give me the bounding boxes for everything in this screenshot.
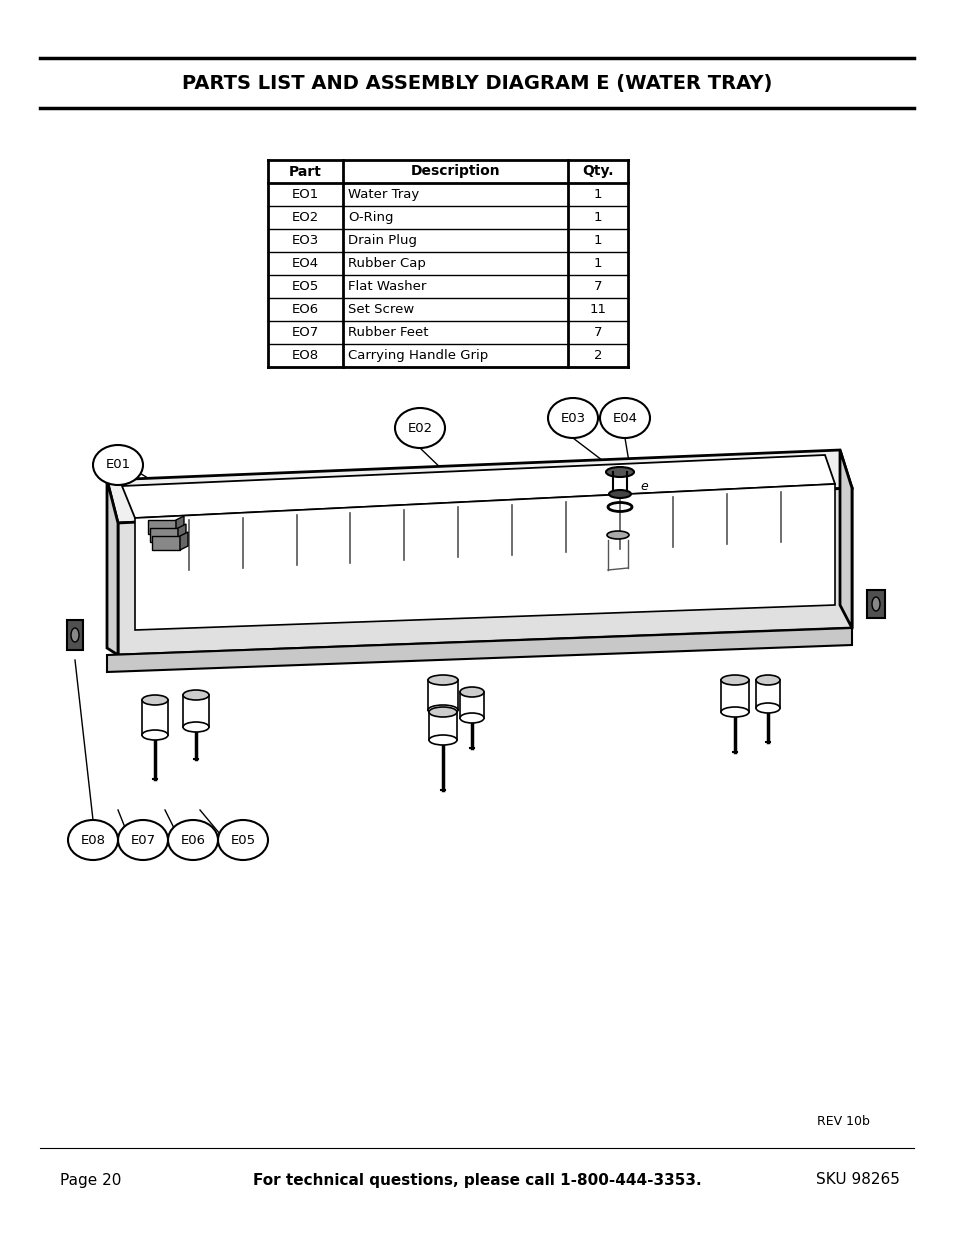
Ellipse shape xyxy=(92,445,143,485)
Ellipse shape xyxy=(459,713,483,722)
Polygon shape xyxy=(122,454,834,517)
Ellipse shape xyxy=(118,820,168,860)
Text: EO4: EO4 xyxy=(292,257,318,270)
Ellipse shape xyxy=(429,735,456,745)
Text: Carrying Handle Grip: Carrying Handle Grip xyxy=(348,350,488,362)
Ellipse shape xyxy=(606,531,628,538)
Text: EO7: EO7 xyxy=(292,326,319,338)
Text: EO3: EO3 xyxy=(292,233,319,247)
Polygon shape xyxy=(107,629,851,672)
Ellipse shape xyxy=(168,820,218,860)
Text: Qty.: Qty. xyxy=(581,164,613,179)
Text: E08: E08 xyxy=(80,834,106,846)
Text: Rubber Cap: Rubber Cap xyxy=(348,257,425,270)
Text: 1: 1 xyxy=(593,188,601,201)
Text: 1: 1 xyxy=(593,233,601,247)
Text: Flat Washer: Flat Washer xyxy=(348,280,426,293)
Ellipse shape xyxy=(68,820,118,860)
Text: SKU 98265: SKU 98265 xyxy=(815,1172,899,1188)
Ellipse shape xyxy=(395,408,444,448)
Text: 1: 1 xyxy=(593,257,601,270)
Ellipse shape xyxy=(218,820,268,860)
Polygon shape xyxy=(107,480,118,655)
Polygon shape xyxy=(180,532,188,550)
Ellipse shape xyxy=(720,676,748,685)
Polygon shape xyxy=(148,520,175,534)
Text: 1: 1 xyxy=(593,211,601,224)
Text: E02: E02 xyxy=(407,421,432,435)
Ellipse shape xyxy=(142,695,168,705)
Ellipse shape xyxy=(755,703,780,713)
Text: 2: 2 xyxy=(593,350,601,362)
Text: Part: Part xyxy=(289,164,321,179)
Text: REV 10b: REV 10b xyxy=(817,1115,869,1128)
Text: EO5: EO5 xyxy=(292,280,319,293)
Text: E07: E07 xyxy=(131,834,155,846)
Text: EO8: EO8 xyxy=(292,350,318,362)
Polygon shape xyxy=(67,620,83,650)
Polygon shape xyxy=(866,590,884,618)
Text: EO2: EO2 xyxy=(292,211,319,224)
Polygon shape xyxy=(175,516,184,534)
Text: E01: E01 xyxy=(106,458,131,472)
Text: Description: Description xyxy=(410,164,499,179)
Ellipse shape xyxy=(429,706,456,718)
Ellipse shape xyxy=(428,705,457,715)
Text: 7: 7 xyxy=(593,326,601,338)
Polygon shape xyxy=(107,450,851,522)
Ellipse shape xyxy=(720,706,748,718)
Polygon shape xyxy=(135,484,834,630)
Ellipse shape xyxy=(547,398,598,438)
Text: E04: E04 xyxy=(612,411,637,425)
Ellipse shape xyxy=(459,687,483,697)
Ellipse shape xyxy=(71,629,79,642)
Text: Rubber Feet: Rubber Feet xyxy=(348,326,428,338)
Text: Page 20: Page 20 xyxy=(60,1172,121,1188)
Ellipse shape xyxy=(142,730,168,740)
Text: 11: 11 xyxy=(589,303,606,316)
Text: e: e xyxy=(639,480,647,494)
Ellipse shape xyxy=(608,490,630,498)
Ellipse shape xyxy=(428,676,457,685)
Text: E05: E05 xyxy=(231,834,255,846)
Polygon shape xyxy=(152,536,180,550)
Ellipse shape xyxy=(871,597,879,611)
Polygon shape xyxy=(150,529,178,542)
Polygon shape xyxy=(178,524,186,542)
Ellipse shape xyxy=(183,690,209,700)
Polygon shape xyxy=(118,488,851,655)
Text: Drain Plug: Drain Plug xyxy=(348,233,416,247)
Text: PARTS LIST AND ASSEMBLY DIAGRAM E (WATER TRAY): PARTS LIST AND ASSEMBLY DIAGRAM E (WATER… xyxy=(182,74,771,93)
Ellipse shape xyxy=(183,722,209,732)
Text: For technical questions, please call 1-800-444-3353.: For technical questions, please call 1-8… xyxy=(253,1172,700,1188)
Text: E06: E06 xyxy=(180,834,205,846)
Text: Water Tray: Water Tray xyxy=(348,188,418,201)
Text: EO1: EO1 xyxy=(292,188,319,201)
Text: EO6: EO6 xyxy=(292,303,318,316)
Ellipse shape xyxy=(755,676,780,685)
Ellipse shape xyxy=(605,467,634,477)
Text: 7: 7 xyxy=(593,280,601,293)
Text: O-Ring: O-Ring xyxy=(348,211,393,224)
Polygon shape xyxy=(840,450,851,629)
Text: E03: E03 xyxy=(559,411,585,425)
Text: Set Screw: Set Screw xyxy=(348,303,414,316)
Ellipse shape xyxy=(599,398,649,438)
